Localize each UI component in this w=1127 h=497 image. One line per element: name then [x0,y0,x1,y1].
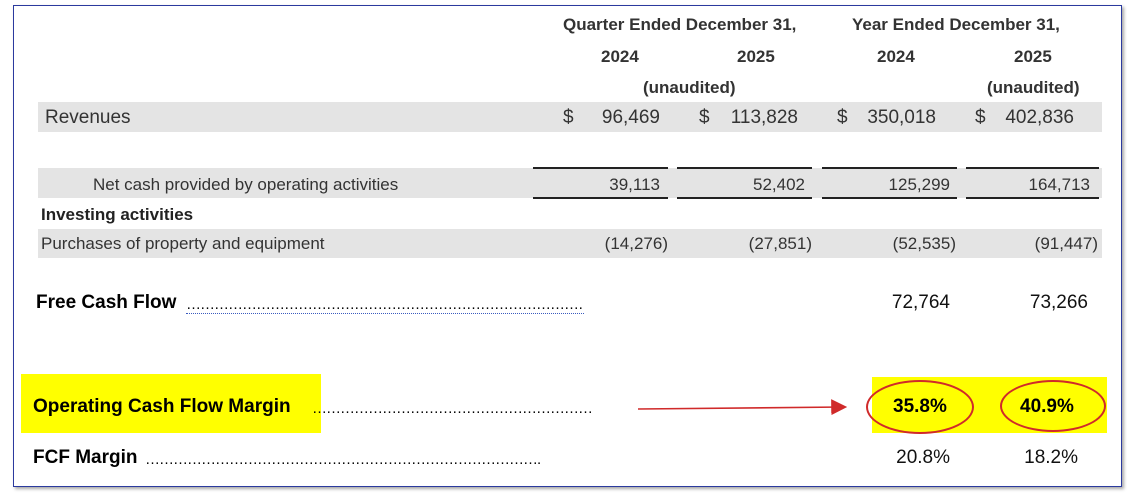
investing-y2024: (52,535) [892,234,956,253]
year-header: Year Ended December 31, [852,15,1060,34]
ocf-margin-y2024: 35.8% [893,396,947,417]
fcf-dots: …………………………………………………………………………… [186,296,584,314]
year-unaudited: (unaudited) [987,78,1080,97]
operating-y2024: 125,299 [888,175,950,194]
col-y2025-header: 2025 [1014,47,1052,66]
revenues-q2025: 113,828 [730,107,798,128]
ocf-margin-y2025: 40.9% [1020,396,1074,417]
revenues-currency-y2025: $ [975,107,986,128]
revenues-currency-y2024: $ [837,107,848,128]
ocf-label-highlight [21,374,321,433]
revenues-q2024: 96,469 [601,107,660,128]
bottom-rule-q2024 [533,197,668,199]
fcf-y2025: 73,266 [1029,292,1088,313]
investing-q2025: (27,851) [748,234,812,253]
fcf-margin-y2025: 18.2% [1024,447,1078,468]
investing-q2024: (14,276) [604,234,668,253]
top-rule-q2025 [677,167,812,169]
col-q2025-header: 2025 [737,47,775,66]
revenues-row-band [38,102,1102,132]
col-q2024-header: 2024 [601,47,639,66]
top-rule-q2024 [533,167,668,169]
operating-q2025: 52,402 [753,175,805,194]
col-y2024-header: 2024 [877,47,915,66]
fcf-y2024: 72,764 [891,292,950,313]
fcf-label: Free Cash Flow [36,292,177,313]
annotation-arrow [637,399,848,416]
operating-y2025: 164,713 [1028,175,1090,194]
fcf-margin-dots: …………………………………………………………………………. [145,451,541,468]
ocf-circle-y2025 [1000,380,1106,432]
operating-q2024: 39,113 [609,175,660,194]
revenues-y2025: 402,836 [1005,107,1074,128]
investing-y2025: (91,447) [1034,234,1098,253]
investing-section-label: Investing activities [41,205,194,224]
revenues-label: Revenues [45,107,131,128]
revenues-y2024: 350,018 [867,107,936,128]
revenues-currency-q2024: $ [563,107,574,128]
revenues-currency-q2025: $ [699,107,710,128]
top-rule-y2024 [822,167,957,169]
quarter-unaudited: (unaudited) [643,78,736,97]
ocf-margin-dots: ……………………………………………………. [312,400,592,417]
ocf-margin-label: Operating Cash Flow Margin [33,396,291,417]
fcf-margin-y2024: 20.8% [896,447,950,468]
ocf-circle-y2024 [866,380,974,434]
investing-label: Purchases of property and equipment [41,234,325,253]
operating-label: Net cash provided by operating activitie… [93,175,399,194]
quarter-header: Quarter Ended December 31, [563,15,797,34]
operating-row-band [38,168,1102,198]
fcf-margin-label: FCF Margin [33,447,138,468]
top-rule-y2025 [966,167,1099,169]
bottom-rule-y2025 [966,197,1099,199]
bottom-rule-q2025 [677,197,812,199]
bottom-rule-y2024 [822,197,957,199]
investing-row-band [38,229,1102,258]
